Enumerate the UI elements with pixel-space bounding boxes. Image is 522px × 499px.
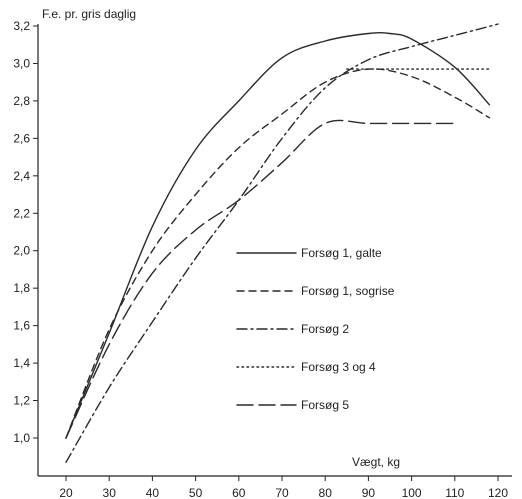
legend-label: Forsøg 2 [301, 322, 349, 336]
x-tick-label: 40 [146, 486, 160, 499]
x-tick-label: 70 [275, 486, 289, 499]
x-tick-label: 100 [402, 486, 422, 499]
y-tick-label: 2,0 [13, 244, 30, 258]
legend-label: Forsøg 3 og 4 [301, 360, 376, 374]
x-tick-label: 50 [189, 486, 203, 499]
y-tick-label: 1,0 [13, 431, 30, 445]
axes [37, 24, 512, 477]
x-tick-label: 30 [103, 486, 117, 499]
y-tick-label: 1,8 [13, 281, 30, 295]
y-tick-label: 1,4 [13, 356, 30, 370]
legend: Forsøg 1, galte Forsøg 1, sogrise Forsøg 2… [236, 246, 395, 412]
x-tick-label: 80 [319, 486, 333, 499]
y-axis-label: F.e. pr. gris daglig [42, 7, 136, 21]
x-tick-label: 60 [232, 486, 246, 499]
series-line-fors-g-1-galte [65, 31, 491, 439]
x-axis-label: Vægt, kg [352, 455, 400, 469]
series-line-fors-g-2 [65, 23, 499, 463]
x-tick-label: 110 [445, 486, 464, 499]
series-group [65, 23, 499, 463]
y-tick-label: 2,4 [13, 169, 30, 183]
x-tick-label: 20 [59, 486, 73, 499]
y-tick-label: 1,2 [13, 394, 30, 408]
tick-group: 20 30 40 50 60 70 80 90 100 110 120 1,0 1,2 1,4 1,6 1,8… [13, 19, 508, 499]
legend-label: Forsøg 1, sogrise [301, 284, 395, 298]
y-tick-label: 3,2 [13, 19, 30, 33]
x-tick-label: 90 [362, 486, 376, 499]
y-tick-label: 3,0 [13, 56, 30, 70]
legend-label: Forsøg 5 [301, 398, 349, 412]
y-tick-label: 2,8 [13, 94, 30, 108]
series-line-fors-g-1-sogrise [65, 68, 491, 439]
legend-label: Forsøg 1, galte [301, 246, 382, 260]
x-tick-label: 120 [488, 486, 508, 499]
y-tick-label: 2,6 [13, 131, 30, 145]
y-tick-label: 2,2 [13, 206, 30, 220]
series-line-fors-g-5 [65, 119, 456, 439]
y-tick-label: 1,6 [13, 319, 30, 333]
